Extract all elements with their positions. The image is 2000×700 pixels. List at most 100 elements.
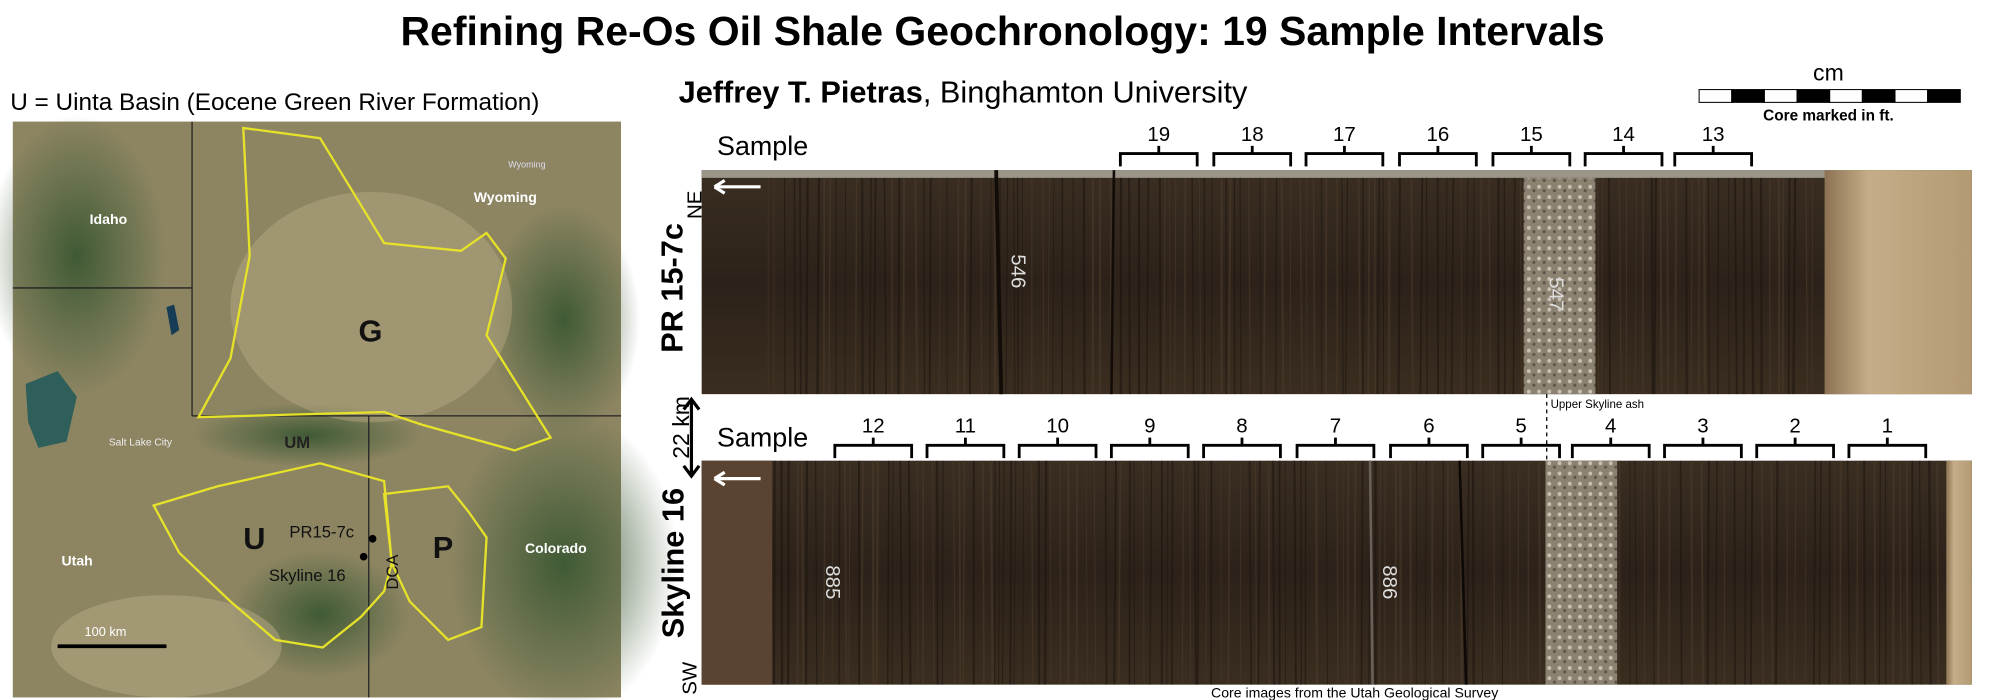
- core-texture: [1892, 460, 1895, 685]
- core-texture: [838, 460, 841, 685]
- core-texture: [1805, 177, 1809, 395]
- sample-bracket: [1118, 145, 1199, 167]
- core-texture: [928, 177, 932, 395]
- sample-bracket: [925, 437, 1006, 459]
- sample-number: 10: [1046, 415, 1069, 438]
- core-texture: [1009, 460, 1013, 685]
- core-texture: [1239, 177, 1242, 395]
- direction-arrow: [713, 470, 761, 487]
- affiliation: , Binghamton University: [923, 74, 1248, 109]
- core-texture: [1043, 460, 1048, 685]
- state-lines: [12, 121, 621, 698]
- core-texture: [1042, 177, 1045, 395]
- great-salt-lake: [25, 371, 77, 448]
- core-texture: [902, 177, 906, 395]
- sample-bracket: [1202, 437, 1282, 459]
- core-texture: [828, 177, 831, 395]
- map-caption: U = Uinta Basin (Eocene Green River Form…: [10, 89, 539, 116]
- scale-segment: [1894, 89, 1929, 103]
- core-texture: [1397, 177, 1401, 395]
- ash-band: [1523, 177, 1596, 395]
- core-texture: [799, 177, 802, 395]
- map-label: Salt Lake City: [109, 437, 173, 448]
- core-texture: [854, 177, 858, 395]
- core-texture: [1289, 177, 1292, 395]
- core-texture: [1419, 177, 1424, 395]
- core-texture: [1345, 177, 1349, 395]
- core-texture: [989, 177, 992, 395]
- site-label: Skyline 16: [269, 566, 346, 585]
- core-break: [1110, 170, 1116, 395]
- core-texture: [1919, 460, 1922, 685]
- core-texture: [1793, 460, 1797, 685]
- core-texture: [1022, 460, 1025, 685]
- sample-heading: Sample: [717, 131, 808, 161]
- core-texture: [1197, 460, 1200, 685]
- byline: Jeffrey T. Pietras, Binghamton Universit…: [679, 74, 1248, 109]
- sample-bracket: [1017, 437, 1098, 459]
- core-texture: [998, 460, 1000, 685]
- core-texture: [907, 460, 912, 685]
- core-texture: [1717, 177, 1720, 395]
- core-texture: [1734, 177, 1738, 395]
- site-marker: [359, 552, 368, 561]
- sample-bracket: [1304, 145, 1385, 167]
- core-texture: [1227, 460, 1231, 685]
- core-texture: [796, 460, 799, 685]
- core-texture: [1634, 460, 1638, 685]
- core-texture: [1158, 177, 1162, 395]
- core-texture: [1183, 177, 1187, 395]
- sample-number: 5: [1515, 415, 1526, 438]
- cm-scale-bar: [1698, 89, 1961, 103]
- sample-number: 1: [1882, 415, 1893, 438]
- core-texture: [899, 460, 903, 685]
- core-texture: [1659, 177, 1663, 395]
- core-texture: [1257, 460, 1261, 685]
- core-texture: [1492, 460, 1496, 685]
- core-texture: [1466, 460, 1470, 685]
- core-texture: [1168, 177, 1172, 395]
- core-texture: [1145, 177, 1150, 395]
- core-texture: [1472, 177, 1475, 395]
- core-texture: [1191, 177, 1195, 395]
- core-texture: [1804, 460, 1807, 685]
- core-texture: [1082, 177, 1086, 395]
- sample-number: 9: [1144, 415, 1155, 438]
- core-texture: [1744, 460, 1747, 685]
- map-label: Idaho: [90, 211, 128, 227]
- core-break: [994, 170, 1004, 395]
- core-texture: [1878, 460, 1881, 685]
- ash-band: [1545, 460, 1618, 685]
- separation-label: 22 km: [668, 396, 694, 459]
- core-texture: [1442, 460, 1444, 685]
- core-texture: [883, 177, 887, 395]
- core-texture: [1863, 460, 1866, 685]
- core-texture: [982, 460, 985, 685]
- core-texture: [963, 177, 967, 395]
- core-texture: [1811, 177, 1814, 395]
- scale-unit: cm: [1813, 60, 1844, 86]
- core-texture: [1315, 460, 1319, 685]
- core-texture: [1618, 177, 1622, 395]
- terrain: [51, 595, 282, 698]
- core-texture: [1227, 177, 1232, 395]
- depth-mark: 885: [821, 565, 844, 599]
- site-marker: [368, 534, 377, 543]
- terrain: [448, 409, 679, 700]
- core-texture: [1360, 460, 1364, 685]
- scale-segment: [1763, 89, 1798, 103]
- ash-label: Upper Skyline ash: [1551, 399, 1644, 411]
- core-texture: [868, 177, 872, 395]
- core-texture: [939, 177, 941, 395]
- core-texture: [1650, 177, 1654, 395]
- core-texture: [1653, 177, 1657, 395]
- sample-bracket: [833, 437, 914, 459]
- core-texture: [816, 177, 821, 395]
- core-texture: [831, 460, 834, 685]
- sample-bracket: [1663, 437, 1743, 459]
- sample-number: 14: [1612, 123, 1635, 146]
- core-texture: [1346, 460, 1350, 685]
- core-texture: [1205, 460, 1208, 685]
- core-texture: [1284, 460, 1287, 685]
